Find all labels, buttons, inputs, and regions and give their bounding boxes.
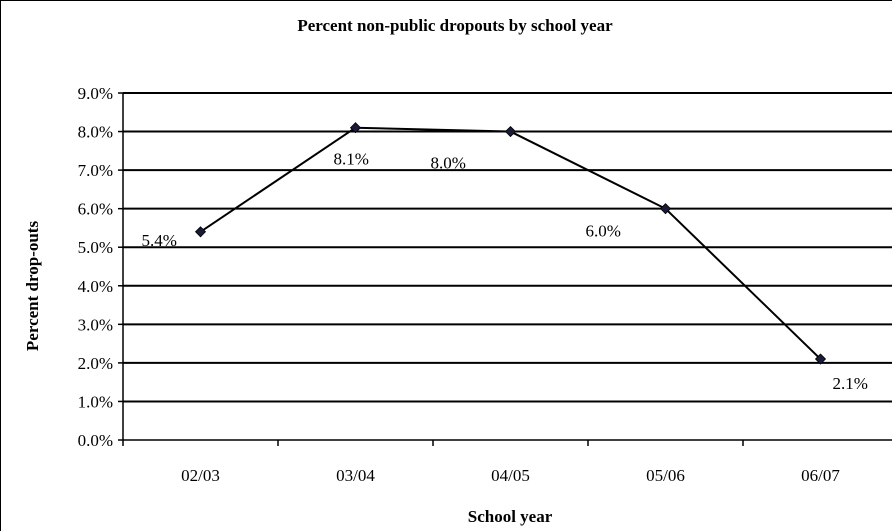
data-point-marker <box>194 226 207 238</box>
x-tick-labels: 02/03 03/04 04/05 05/06 06/07 <box>181 466 840 485</box>
data-label: 2.1% <box>833 374 868 393</box>
data-labels: 5.4% 8.1% 8.0% 6.0% 2.1% <box>142 150 868 393</box>
data-point-marker <box>814 353 827 365</box>
data-label: 8.1% <box>334 150 369 169</box>
y-tick-label: 8.0% <box>78 123 113 142</box>
x-tick-label: 02/03 <box>181 466 220 485</box>
data-label: 5.4% <box>142 231 177 250</box>
y-tick-label: 2.0% <box>78 354 113 373</box>
x-tick-label: 06/07 <box>801 466 840 485</box>
y-tick-label: 5.0% <box>78 238 113 257</box>
y-tick-label: 0.0% <box>78 431 113 450</box>
y-tick-label: 1.0% <box>78 392 113 411</box>
data-label: 6.0% <box>586 222 621 241</box>
y-tick-label: 3.0% <box>78 315 113 334</box>
data-point-marker <box>504 125 517 138</box>
data-point-marker <box>659 203 672 215</box>
y-tick-label: 4.0% <box>78 277 113 296</box>
x-tick-label: 05/06 <box>646 466 685 485</box>
gridlines <box>123 92 892 403</box>
x-tick-label: 04/05 <box>491 466 530 485</box>
y-tick-label: 6.0% <box>78 200 113 219</box>
data-label: 8.0% <box>431 154 466 173</box>
axes <box>118 92 892 446</box>
y-axis-title: Percent drop-outs <box>23 221 42 352</box>
y-tick-label: 7.0% <box>78 161 113 180</box>
data-point-marker <box>349 122 362 134</box>
series <box>194 122 827 365</box>
x-tick-label: 03/04 <box>336 466 375 485</box>
y-tick-label: 9.0% <box>78 84 113 103</box>
y-tick-labels: 0.0% 1.0% 2.0% 3.0% 4.0% 5.0% 6.0% 7.0% 8.0% 9.0% <box>78 84 113 450</box>
x-axis-title: School year <box>468 507 553 526</box>
chart-title: Percent non-public dropouts by school ye… <box>297 16 613 35</box>
